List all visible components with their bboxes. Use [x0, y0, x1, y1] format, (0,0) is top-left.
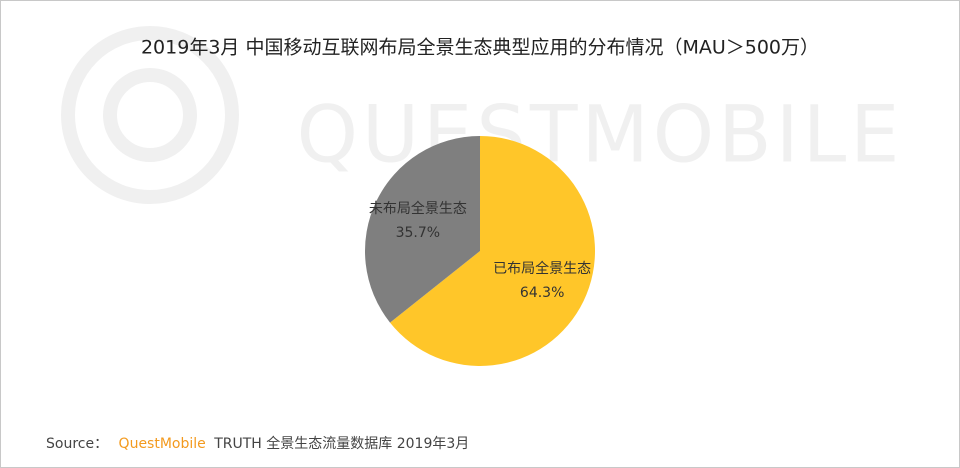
- pie-slice: [390, 136, 595, 366]
- source-brand: QuestMobile: [119, 436, 206, 452]
- slice-label: 未布局全景生态: [369, 200, 467, 217]
- source: Source： QuestMobile TRUTH 全景生态流量数据库 2019…: [46, 435, 469, 452]
- watermark-logo: [61, 26, 239, 204]
- source-text: TRUTH 全景生态流量数据库 2019年3月: [213, 435, 469, 452]
- source-label: Source：: [46, 436, 108, 452]
- watermark: QUESTMOBILE: [297, 90, 904, 180]
- pie-slice: [365, 136, 480, 323]
- value-label: 35.7%: [396, 225, 440, 241]
- slice-label: 已布局全景生态: [493, 260, 591, 277]
- value-label: 64.3%: [520, 285, 564, 301]
- chart-title: 2019年3月 中国移动互联网布局全景生态典型应用的分布情况（MAU＞500万）: [141, 37, 819, 59]
- pie: 已布局全景生态 64.3% 未布局全景生态 35.7%: [365, 136, 595, 366]
